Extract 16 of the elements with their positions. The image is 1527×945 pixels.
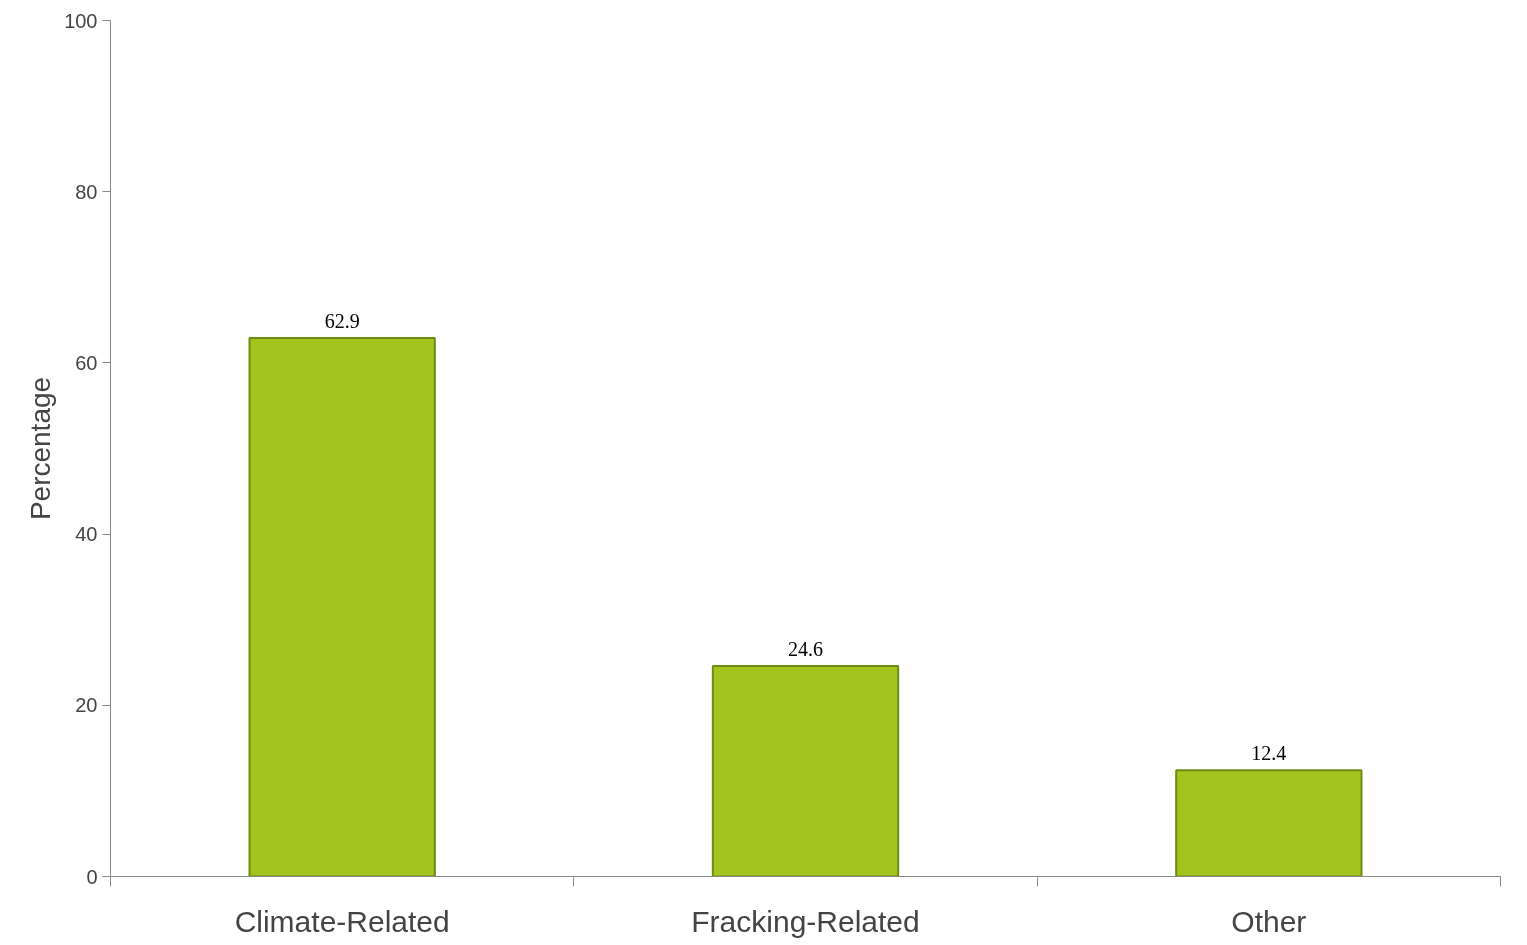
y-tick-label: 0: [86, 865, 98, 888]
y-tick-label: 20: [75, 694, 98, 717]
y-tick-label: 100: [64, 9, 98, 32]
data-label: 12.4: [1251, 742, 1287, 765]
x-tick-label: Fracking-Related: [691, 904, 920, 938]
bar: [711, 664, 900, 877]
data-label: 24.6: [788, 637, 823, 660]
y-tick-label: 40: [75, 523, 98, 546]
bar: [248, 337, 436, 877]
bar: [1175, 769, 1363, 877]
y-tick-label: 80: [75, 180, 98, 203]
y-axis-title: Percentage: [25, 376, 57, 521]
y-tick-label: 60: [75, 351, 98, 374]
data-label: 62.9: [324, 310, 360, 333]
x-tick-label: Other: [1231, 904, 1307, 938]
x-tick-label: Climate-Related: [234, 904, 450, 938]
